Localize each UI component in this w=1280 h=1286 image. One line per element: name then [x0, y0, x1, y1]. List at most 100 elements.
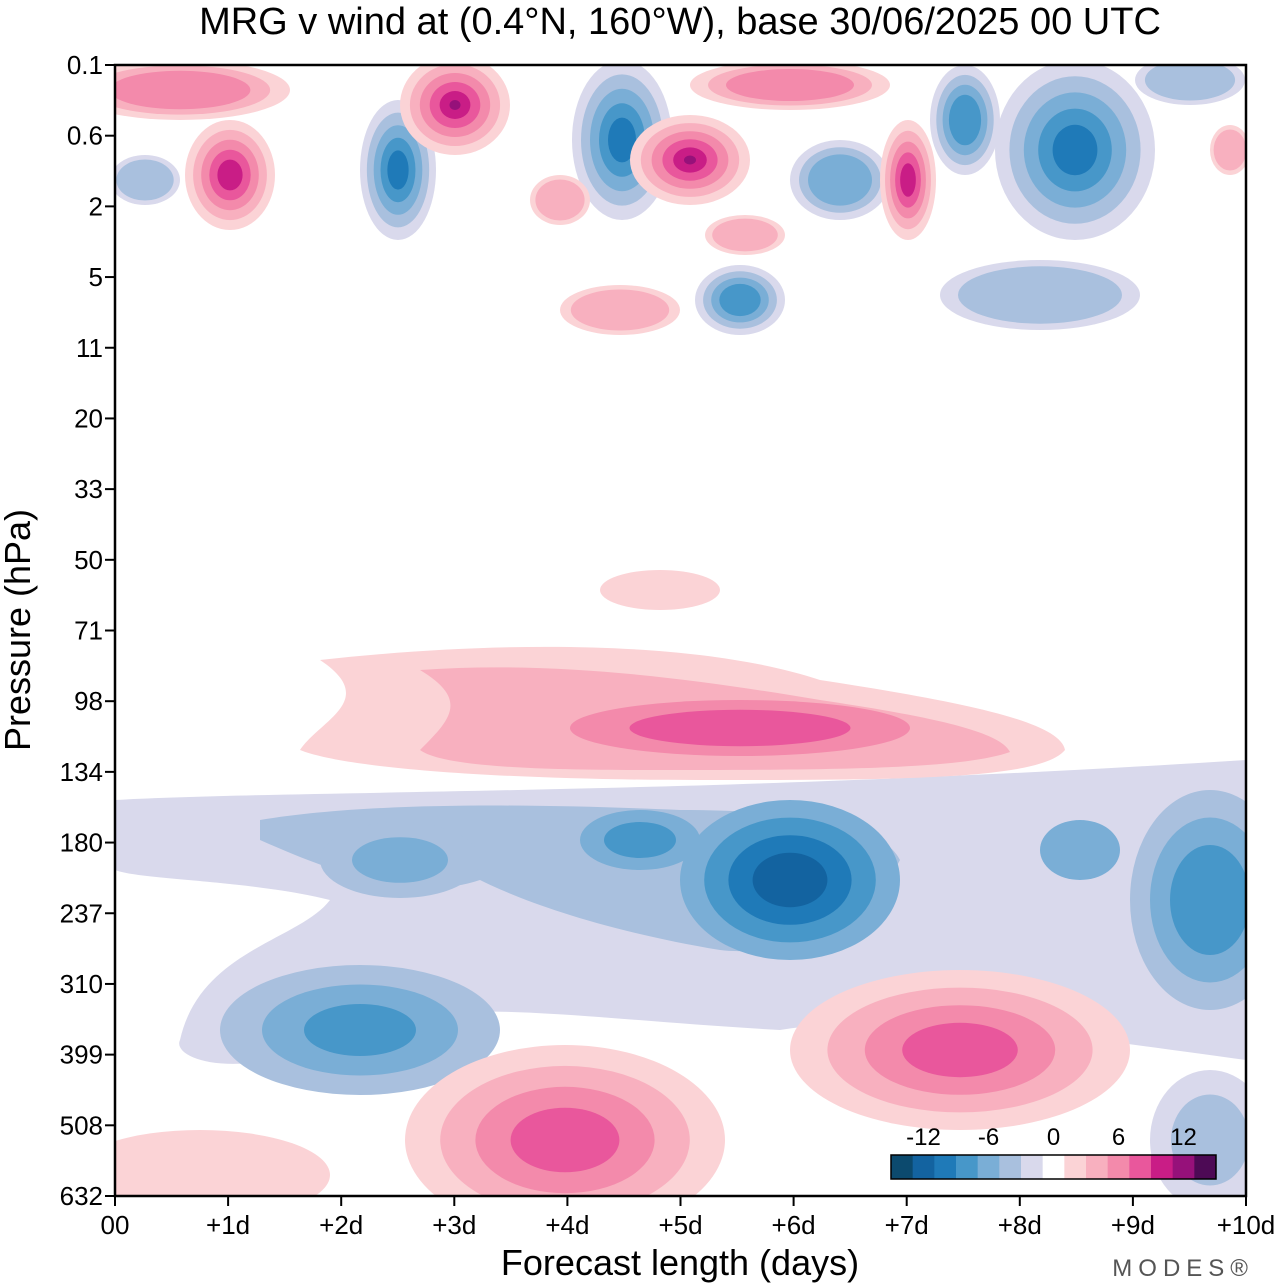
pos-cell-top-day6	[690, 65, 890, 110]
x-tick-label: +9d	[1111, 1210, 1155, 1240]
x-axis: 00 +1d +2d +3d +4d +5d +6d +7d +8d +9d +10d	[101, 1196, 1276, 1240]
y-tick-label: 0.6	[67, 121, 103, 151]
contour-level	[629, 709, 851, 747]
contour-level	[712, 218, 778, 252]
x-tick-label: +8d	[998, 1210, 1042, 1240]
pos-cell-day3.9	[530, 175, 590, 225]
pos-cell-right-edge	[1210, 125, 1246, 175]
pos-cell-day5	[630, 115, 750, 205]
colorbar-swatch	[1151, 1155, 1174, 1179]
contour-level	[1213, 129, 1246, 171]
neg-cell-day6.5	[790, 140, 890, 220]
contour-level	[808, 154, 872, 206]
contour-field	[115, 65, 1246, 1196]
colorbar-swatch	[1172, 1155, 1195, 1179]
contour-level	[510, 1107, 620, 1173]
contour-level	[719, 283, 761, 317]
contour-level	[570, 289, 670, 331]
x-tick-label: +1d	[206, 1210, 250, 1240]
contour-level	[217, 159, 243, 191]
contour-level	[115, 70, 251, 110]
contour-level	[1040, 820, 1120, 880]
colorbar-swatch	[1129, 1155, 1152, 1179]
neg-cell-day7.5	[930, 65, 1000, 175]
positive-spot-60hpa	[600, 570, 720, 610]
positive-core-day5	[570, 700, 910, 756]
x-tick-label: +7d	[885, 1210, 929, 1240]
colorbar-swatch	[1107, 1155, 1130, 1179]
colorbar-swatch	[977, 1155, 1000, 1179]
y-tick-label: 310	[60, 969, 103, 999]
contour-level	[752, 852, 828, 908]
y-axis: 0.1 0.6 2 5 11 20 33 50 71 98 134 180 237 310 399 508 63…	[60, 50, 115, 1211]
colorbar-swatch	[956, 1155, 979, 1179]
colorbar-swatch	[999, 1155, 1022, 1179]
x-tick-label: +5d	[658, 1210, 702, 1240]
y-tick-label: 50	[74, 545, 103, 575]
y-tick-label: 5	[89, 262, 103, 292]
pos-cell-day5.6	[705, 215, 785, 255]
colorbar-swatch	[1064, 1155, 1087, 1179]
colorbar-swatch	[891, 1155, 914, 1179]
colorbar-swatch	[1021, 1155, 1044, 1179]
colorbar: -12 -6 0 6 12	[890, 1124, 1217, 1180]
pos-cell-day4.5-low	[560, 285, 680, 335]
x-tick-label: +10d	[1217, 1210, 1276, 1240]
y-tick-label: 508	[60, 1110, 103, 1140]
x-tick-label: 00	[101, 1210, 130, 1240]
y-tick-label: 632	[60, 1181, 103, 1211]
contour-level	[684, 155, 696, 165]
neg-cell-day9.7	[1135, 65, 1245, 105]
y-tick-label: 180	[60, 828, 103, 858]
x-tick-label: +2d	[319, 1210, 363, 1240]
contour-level	[304, 1004, 416, 1056]
y-tick-label: 399	[60, 1040, 103, 1070]
neg-cell-day0.3	[115, 155, 180, 205]
x-tick-label: +3d	[432, 1210, 476, 1240]
colorbar-swatch	[1086, 1155, 1109, 1179]
modes-watermark: MODES®	[1112, 1255, 1254, 1282]
contour-level	[352, 837, 448, 883]
pos-cell-day7	[880, 120, 936, 240]
colorbar-tick-label: 0	[1047, 1124, 1060, 1151]
colorbar-swatch	[912, 1155, 935, 1179]
y-tick-label: 0.1	[67, 50, 103, 80]
contour-level	[1170, 845, 1246, 955]
colorbar-tick-label: 12	[1170, 1124, 1197, 1151]
pos-cell-day3	[400, 65, 510, 155]
y-tick-label: 71	[74, 616, 103, 646]
y-tick-label: 98	[74, 686, 103, 716]
contour-level	[958, 266, 1122, 324]
x-tick-label: +4d	[545, 1210, 589, 1240]
negative-lobe-day2-lower	[220, 965, 500, 1095]
colorbar-tick-label: -6	[978, 1124, 999, 1151]
colorbar-tick-label: -12	[906, 1124, 941, 1151]
negative-core-day6	[680, 800, 900, 960]
y-tick-label: 2	[89, 191, 103, 221]
contour-level	[948, 94, 982, 146]
pos-cell-top-left	[115, 65, 290, 120]
positive-lobe-day4	[405, 1045, 725, 1196]
neg-cell-day5.5-low	[695, 265, 785, 335]
negative-lobe-day10	[1130, 790, 1246, 1010]
neg-cell-day2.5	[360, 100, 436, 240]
colorbar-swatch	[1194, 1155, 1217, 1179]
negative-lobe-day2	[320, 822, 480, 898]
contour-level	[902, 1022, 1018, 1078]
contour-level	[115, 1130, 330, 1196]
positive-lobe-day8	[790, 970, 1130, 1130]
contour-level	[116, 159, 174, 201]
y-tick-label: 20	[74, 403, 103, 433]
contour-level	[600, 570, 720, 610]
negative-spot-day9	[1040, 820, 1120, 880]
colorbar-tick-label: 6	[1112, 1124, 1125, 1151]
neg-cell-day8.5	[995, 65, 1155, 240]
y-tick-label: 134	[60, 757, 103, 787]
contour-level	[1052, 124, 1098, 176]
contour-level	[604, 822, 676, 858]
contour-level	[726, 69, 854, 101]
negative-lobe-day4-5	[580, 810, 700, 870]
contour-level	[1144, 65, 1236, 101]
y-tick-label: 237	[60, 898, 103, 928]
